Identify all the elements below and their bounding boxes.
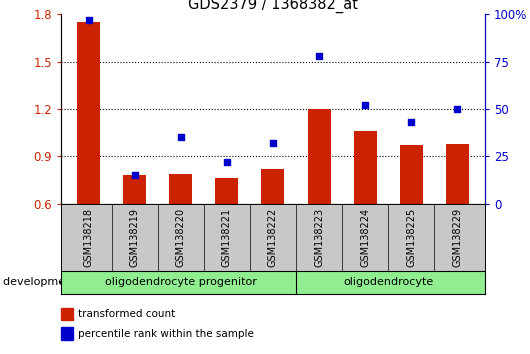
Point [223,159,231,165]
Bar [400,145,423,204]
Text: GSM138229: GSM138229 [452,207,462,267]
Point [453,106,462,112]
Point [407,119,416,125]
Text: GSM138219: GSM138219 [130,208,140,267]
Point [361,102,369,108]
Point [176,135,185,140]
Text: GSM138225: GSM138225 [406,207,416,267]
Text: GSM138222: GSM138222 [268,207,278,267]
Point [269,140,277,146]
Bar [446,144,469,204]
Title: GDS2379 / 1368382_at: GDS2379 / 1368382_at [188,0,358,13]
Text: GSM138220: GSM138220 [176,207,186,267]
Bar [123,175,146,204]
Bar [77,22,100,204]
Text: development stage: development stage [3,277,111,287]
Bar [354,131,377,204]
Text: GSM138218: GSM138218 [84,208,94,267]
Bar [261,169,285,204]
Text: GSM138223: GSM138223 [314,207,324,267]
Point [130,172,139,178]
Point [315,53,323,59]
Bar [61,327,73,340]
Bar [61,308,73,320]
Bar [169,173,192,204]
Text: transformed count: transformed count [78,309,175,319]
Text: oligodendrocyte: oligodendrocyte [343,277,434,287]
Bar [307,109,331,204]
Point [84,17,93,23]
Text: GSM138221: GSM138221 [222,207,232,267]
Bar [215,178,238,204]
Text: percentile rank within the sample: percentile rank within the sample [78,329,254,339]
Text: GSM138224: GSM138224 [360,207,370,267]
Text: oligodendrocyte progenitor: oligodendrocyte progenitor [105,277,257,287]
